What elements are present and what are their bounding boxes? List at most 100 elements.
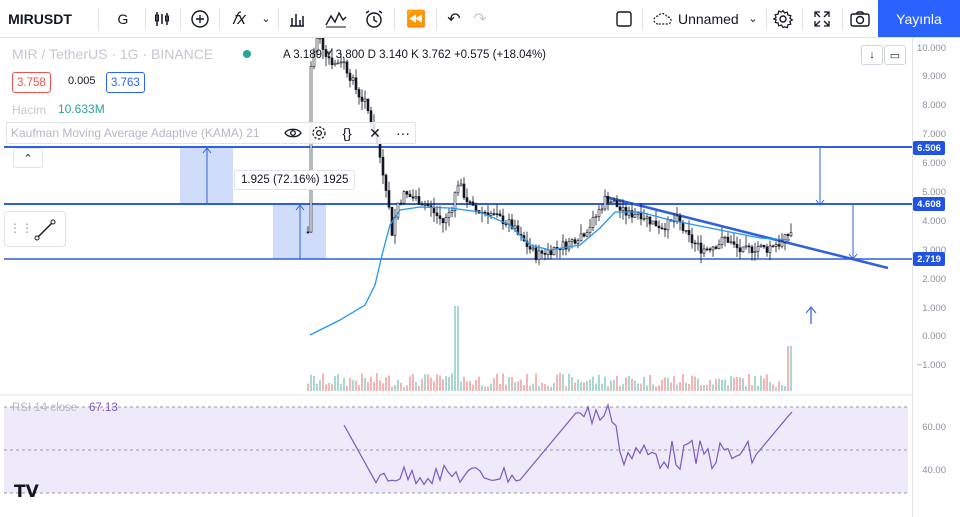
trend-line-tool-icon[interactable] xyxy=(33,218,57,242)
collapse-legend-button[interactable]: ⌃ xyxy=(13,148,43,168)
candle-body xyxy=(324,49,328,57)
volume-bar xyxy=(442,379,444,391)
price-tag-4608: 4.608 xyxy=(913,197,945,211)
camera-icon[interactable] xyxy=(846,0,874,37)
candle-body xyxy=(378,142,382,158)
gear-icon[interactable] xyxy=(309,124,329,142)
candle-body xyxy=(663,228,667,231)
candle-body xyxy=(621,207,625,211)
axis-tick: 9.000 xyxy=(922,71,946,82)
publish-button[interactable]: Yayınla xyxy=(878,0,960,37)
volume-bar xyxy=(337,374,339,391)
candle-body xyxy=(702,248,706,254)
volume-bar xyxy=(787,346,789,391)
volume-bar xyxy=(595,383,597,391)
volume-bar xyxy=(634,380,636,391)
candle-body xyxy=(507,219,511,225)
bar-chart-icon[interactable] xyxy=(284,0,310,37)
volume-bar xyxy=(550,386,552,391)
volume-bar xyxy=(544,383,546,391)
candle-body xyxy=(789,232,793,236)
arrow-down-icon[interactable]: ↓ xyxy=(861,45,883,65)
replay-icon[interactable]: ⏪ xyxy=(406,10,426,28)
price-axis[interactable]: 10.000 9.000 8.000 7.000 6.000 5.000 4.0… xyxy=(912,38,960,517)
drawing-tool-widget[interactable]: ⋮⋮ xyxy=(4,211,66,247)
alarm-clock-icon[interactable] xyxy=(360,0,388,37)
tradingview-logo[interactable]: 𝗧𝗩 xyxy=(14,482,39,501)
volume-bar xyxy=(631,378,633,391)
volume-bar xyxy=(670,382,672,391)
volume-bar xyxy=(721,379,723,391)
rsi-line xyxy=(343,402,793,486)
line-chart-icon[interactable] xyxy=(322,0,350,37)
candle-body xyxy=(360,96,364,102)
price-chart[interactable] xyxy=(0,38,912,517)
candle-body xyxy=(318,38,322,40)
rsi-axis-tick: 60.00 xyxy=(922,422,946,433)
candle-body xyxy=(648,216,652,225)
volume-bar xyxy=(643,376,645,391)
chevron-down-icon[interactable]: ⌄ xyxy=(748,13,758,25)
indicators-icon[interactable]: 𝑓x xyxy=(232,8,246,28)
ask-price-box[interactable]: 3.763 xyxy=(106,72,145,93)
volume-bar xyxy=(748,374,750,391)
candle-body xyxy=(591,217,595,228)
eye-icon[interactable] xyxy=(283,124,303,142)
candle-body xyxy=(381,156,385,176)
trend-line[interactable] xyxy=(605,195,889,270)
fullscreen-icon[interactable] xyxy=(808,0,836,37)
volume-bars xyxy=(307,306,792,391)
chevron-down-icon[interactable]: ⌄ xyxy=(261,13,271,25)
compare-symbol-icon[interactable] xyxy=(186,0,214,37)
close-icon[interactable]: ✕ xyxy=(369,124,381,141)
interval-button[interactable]: G xyxy=(117,10,129,27)
candle-body xyxy=(396,202,400,218)
volume-bar xyxy=(613,380,615,391)
candle-body xyxy=(309,66,313,233)
volume-bar xyxy=(520,379,522,391)
volume-bar xyxy=(481,385,483,391)
candle-body xyxy=(768,245,772,253)
redo-icon[interactable]: ↷ xyxy=(473,10,487,28)
bid-price-box[interactable]: 3.758 xyxy=(12,72,51,93)
volume-bar xyxy=(352,380,354,391)
volume-bar xyxy=(439,375,441,391)
volume-bar xyxy=(568,373,570,391)
undo-icon[interactable]: ↶ xyxy=(447,10,461,28)
candle-body xyxy=(585,232,589,237)
volume-bar xyxy=(382,383,384,391)
chart-type-icon[interactable] xyxy=(150,0,174,37)
top-toolbar: MIRUSDT G 𝑓x ⌄ ⏪ ↶ ↷ Unnamed ⌄ Yayınla xyxy=(0,0,960,38)
ohlc-values: A 3.189 Y 3.800 D 3.140 K 3.762 +0.575 (… xyxy=(283,49,547,61)
volume-bar xyxy=(559,373,561,391)
volume-bar xyxy=(763,378,765,391)
layout-name[interactable]: Unnamed xyxy=(678,10,739,27)
volume-bar xyxy=(349,377,351,391)
volume-bar xyxy=(532,383,534,391)
source-code-icon[interactable]: {} xyxy=(342,125,352,141)
volume-bar xyxy=(445,376,447,391)
gear-icon[interactable] xyxy=(770,0,796,37)
candle-body xyxy=(423,204,427,206)
candle-body xyxy=(312,51,316,67)
symbol-legend-title[interactable]: MIR / TetherUS · 1G · BINANCE xyxy=(12,46,214,62)
candle-body xyxy=(357,89,361,98)
candle-body xyxy=(534,247,538,260)
volume-bar xyxy=(703,384,705,391)
volume-bar xyxy=(310,374,312,391)
candle-body xyxy=(306,231,310,234)
indicator-legend-row[interactable]: Kaufman Moving Average Adaptive (KAMA) 2… xyxy=(6,122,416,144)
symbol-search-button[interactable]: MIRUSDT xyxy=(8,10,72,27)
drag-handle-icon[interactable]: ⋮⋮ xyxy=(9,221,33,235)
volume-bar xyxy=(451,373,453,391)
more-icon[interactable]: ··· xyxy=(396,125,410,141)
candle-body xyxy=(642,218,646,220)
volume-bar xyxy=(400,382,402,391)
candle-body xyxy=(765,246,769,253)
candle-body xyxy=(321,38,325,50)
candle-body xyxy=(783,234,787,243)
fullscreen-square-icon[interactable] xyxy=(612,0,636,37)
maximize-pane-icon[interactable]: ▭ xyxy=(884,45,906,65)
rsi-legend-label[interactable]: RSI 14 close xyxy=(12,402,78,414)
volume-bar xyxy=(487,386,489,391)
